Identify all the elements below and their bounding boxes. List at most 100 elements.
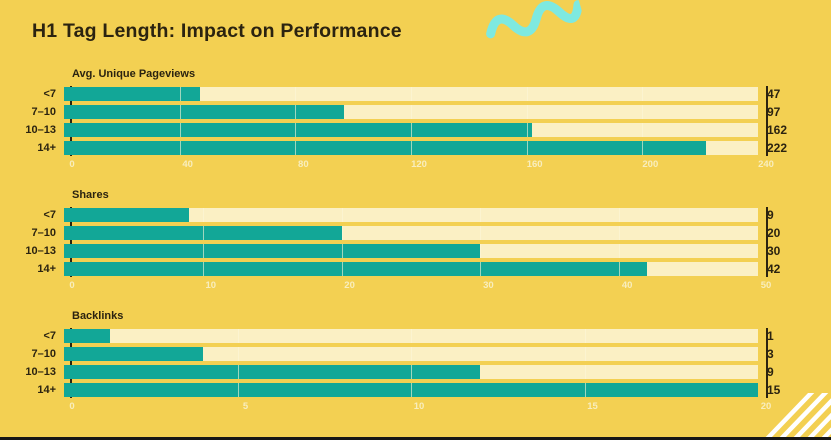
tick-label: 30 [483, 280, 494, 291]
squiggle-icon [486, 0, 583, 39]
bar-row: 7–10 97 [0, 103, 831, 121]
bar-track [64, 208, 758, 222]
gridline [642, 123, 644, 137]
gridline [619, 226, 621, 240]
chart-title: Shares [72, 189, 109, 201]
gridline [480, 262, 482, 276]
gridline [237, 347, 239, 361]
category-label: 10–13 [25, 124, 56, 136]
gridline [642, 87, 644, 101]
gridline [642, 105, 644, 119]
charts-area: Avg. Unique Pageviews <7 47 7–10 97 10–13 162 1… [0, 68, 831, 431]
gridline [341, 262, 343, 276]
bar-track [64, 262, 758, 276]
value-separator-line [766, 86, 768, 156]
y-axis-line [70, 86, 72, 156]
gridline [526, 105, 528, 119]
tick-label: 50 [760, 280, 772, 291]
gridline [202, 244, 204, 258]
gridline [179, 141, 181, 155]
gridline [237, 365, 239, 379]
gridline [584, 383, 586, 397]
bar-row: 7–10 20 [0, 224, 831, 242]
tick-label: 10 [413, 401, 425, 412]
gridline [202, 208, 204, 222]
chart-backlinks: Backlinks <7 1 7–10 3 10–13 9 14+ 15 0 5 10 15 20 [0, 310, 831, 413]
gridline [341, 244, 343, 258]
gridline [584, 329, 586, 343]
gridline [411, 365, 412, 379]
bar-value: 1 [767, 329, 774, 343]
chart-avg-unique-pageviews: Avg. Unique Pageviews <7 47 7–10 97 10–13 162 1… [0, 68, 831, 171]
tick-label: 40 [182, 159, 193, 170]
tick-label: 240 [758, 159, 774, 170]
category-label: 14+ [37, 142, 56, 154]
bar-row: <7 47 [0, 85, 831, 103]
gridline [179, 105, 181, 119]
gridline [619, 244, 621, 258]
page-title: H1 Tag Length: Impact on Performance [32, 20, 402, 42]
bar-value: 47 [767, 87, 781, 101]
bar-fill [64, 262, 647, 276]
category-label: 7–10 [31, 227, 56, 239]
category-label: 7–10 [31, 106, 56, 118]
gridline [642, 141, 644, 155]
category-label: 10–13 [25, 245, 56, 257]
gridline [480, 208, 482, 222]
bar-track [64, 123, 758, 137]
chart-rows: <7 9 7–10 20 10–13 30 14+ 42 [0, 206, 831, 278]
bar-value: 30 [767, 244, 781, 258]
bar-track [64, 329, 758, 343]
y-axis-line [70, 207, 72, 277]
bar-value: 222 [767, 141, 788, 155]
value-separator-line [766, 207, 768, 277]
bar-row: 10–13 30 [0, 242, 831, 260]
value-separator-line [766, 328, 768, 398]
category-label: 10–13 [25, 366, 56, 378]
tick-label: 5 [242, 401, 249, 412]
gridline [202, 262, 204, 276]
bar-row: 7–10 3 [0, 345, 831, 363]
bar-row: 14+ 42 [0, 260, 831, 278]
gridline [295, 141, 297, 155]
gridline [341, 226, 343, 240]
bar-fill [64, 244, 481, 258]
gridline [295, 87, 297, 101]
gridline [411, 105, 412, 119]
axis-ticks: 0 40 80 120 160 200 240 [69, 159, 774, 171]
gridline [295, 123, 297, 137]
category-label: 14+ [37, 384, 56, 396]
gridline [237, 383, 239, 397]
bar-value: 97 [767, 105, 781, 119]
gridline [526, 141, 528, 155]
category-label: <7 [43, 88, 56, 100]
tick-label: 0 [69, 401, 75, 412]
gridline [584, 347, 586, 361]
category-label: 14+ [37, 263, 56, 275]
bar-track [64, 141, 758, 155]
bar-row: <7 9 [0, 206, 831, 224]
bar-row: <7 1 [0, 327, 831, 345]
bar-fill [64, 141, 706, 155]
bar-track [64, 244, 758, 258]
axis-ticks: 0 5 10 15 20 [69, 401, 771, 413]
tick-label: 120 [411, 159, 427, 170]
bar-fill [64, 365, 481, 379]
gridline [411, 347, 412, 361]
gridline [341, 208, 343, 222]
gridline [411, 383, 412, 397]
category-label: <7 [43, 209, 56, 221]
tick-label: 10 [205, 280, 217, 291]
gridline [526, 87, 528, 101]
tick-label: 15 [587, 401, 598, 412]
y-axis-line [70, 328, 72, 398]
gridline [202, 226, 204, 240]
tick-label: 40 [621, 280, 633, 291]
gridline [619, 208, 621, 222]
gridline [179, 87, 181, 101]
tick-label: 160 [526, 159, 543, 170]
gridline [411, 87, 412, 101]
gridline [480, 244, 482, 258]
bar-value: 9 [767, 208, 774, 222]
bar-track [64, 347, 758, 361]
